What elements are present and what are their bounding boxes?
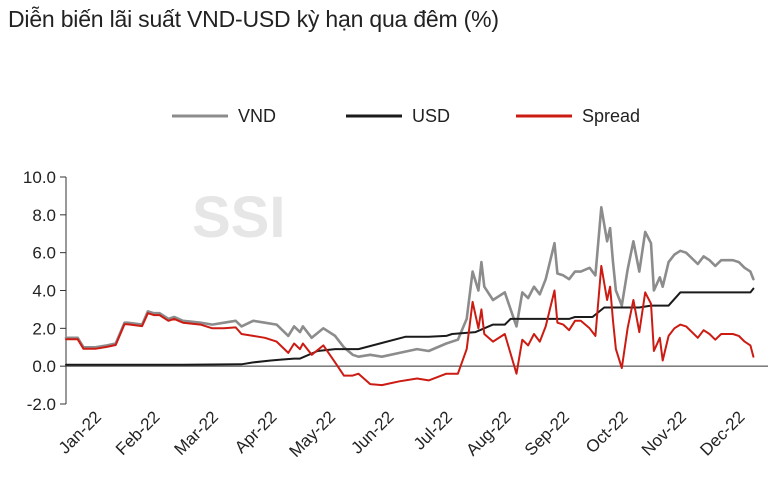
x-tick-label: Oct-22	[582, 407, 632, 457]
legend: VND USD Spread	[172, 106, 640, 126]
series-line-spread	[65, 264, 755, 387]
y-tick-label: 0.0	[32, 357, 56, 376]
y-tick-label: 6.0	[32, 244, 56, 263]
x-tick-label: Aug-22	[462, 407, 514, 459]
y-tick-label: -2.0	[27, 395, 56, 414]
y-tick-label: 2.0	[32, 319, 56, 338]
x-tick-label: Jun-22	[347, 407, 397, 457]
series-line-vnd	[64, 206, 755, 359]
x-tick-label: Jul-22	[410, 407, 456, 453]
legend-label-spread: Spread	[582, 106, 640, 126]
legend-label-vnd: VND	[238, 106, 276, 126]
watermark-text: SSI	[192, 185, 286, 250]
legend-label-usd: USD	[412, 106, 450, 126]
y-tick-label: 10.0	[23, 168, 56, 187]
x-tick-label: Dec-22	[696, 407, 748, 459]
x-tick-label: Apr-22	[231, 407, 281, 457]
axes: -2.0 0.0 2.0 4.0 6.0 8.0 10.0 Jan-22 Feb-22 Mar-2…	[23, 168, 768, 461]
series-layer	[64, 206, 755, 387]
x-tick-label: Mar-22	[171, 407, 223, 459]
y-tick-label: 4.0	[32, 282, 56, 301]
chart-title: Diễn biến lãi suất VND-USD kỳ hạn qua đê…	[8, 6, 499, 32]
x-tick-label: Nov-22	[638, 407, 690, 459]
x-tick-label: Sep-22	[521, 407, 573, 459]
y-tick-label: 8.0	[32, 206, 56, 225]
x-tick-label: Feb-22	[112, 407, 164, 459]
x-tick-label: May-22	[286, 407, 340, 461]
x-tick-label: Jan-22	[55, 407, 105, 457]
series-line-usd	[65, 287, 755, 366]
